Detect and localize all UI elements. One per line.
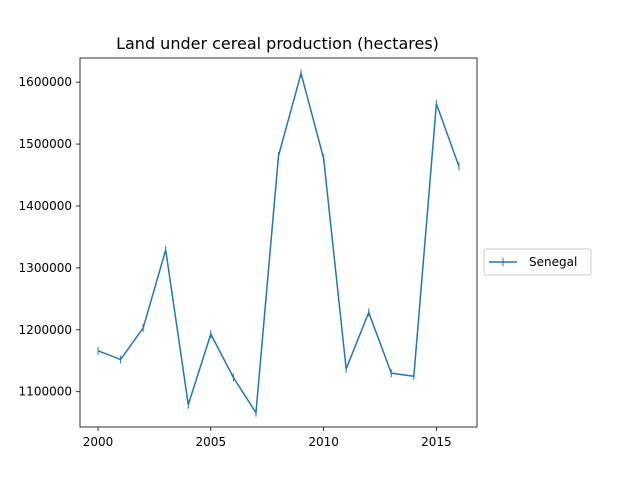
x-tick-label: 2000 [83, 435, 114, 449]
legend: Senegal [483, 248, 592, 276]
y-tick-label: 1500000 [19, 137, 72, 151]
y-tick-label: 1400000 [19, 199, 72, 213]
y-tick-label: 1100000 [19, 385, 72, 399]
chart-title: Land under cereal production (hectares) [116, 34, 439, 53]
y-tick-label: 1300000 [19, 261, 72, 275]
plot-frame [79, 57, 478, 428]
plot-area: 2000 2005 2010 2015 1100000 1200000 1300000 140… [19, 57, 478, 449]
x-tick-label: 2005 [196, 435, 227, 449]
series-line-senegal [97, 70, 460, 416]
legend-label: Senegal [529, 255, 577, 269]
y-tick-label: 1600000 [19, 75, 72, 89]
legend-box [483, 248, 592, 276]
x-tick-label: 2015 [421, 435, 452, 449]
x-tick-label: 2010 [308, 435, 339, 449]
y-tick-label: 1200000 [19, 323, 72, 337]
